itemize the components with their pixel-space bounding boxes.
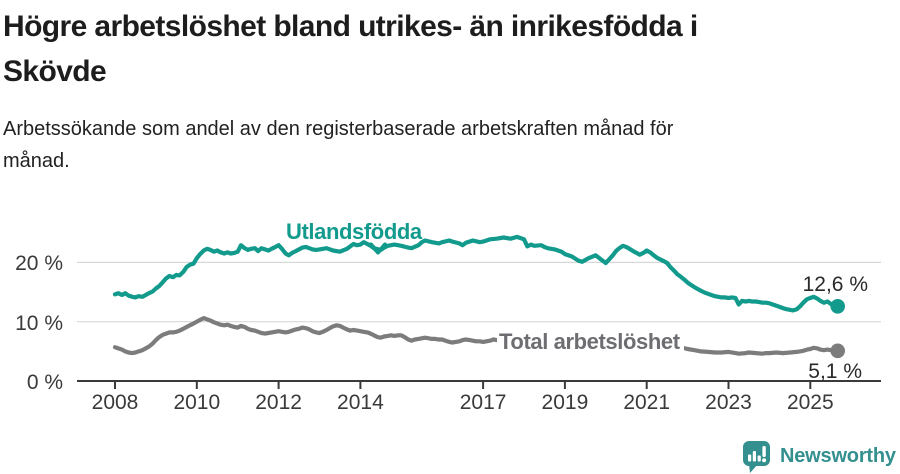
brand-name: Newsworthy	[780, 445, 896, 467]
series-line-utlandsfodda	[112, 234, 840, 313]
label-pointer-chevron-icon	[369, 242, 387, 255]
end-value-label-utlandsfodda: 12,6 %	[802, 273, 868, 296]
newsworthy-logo-icon	[743, 441, 770, 473]
title-line-2: Skövde	[3, 55, 107, 88]
subtitle-line-2: månad.	[3, 150, 70, 172]
y-tick-label-20: 20 %	[15, 252, 63, 275]
x-tick-label: 2012	[255, 391, 302, 414]
x-tick-label: 2021	[623, 391, 670, 414]
series-label-utlandsfodda: Utlandsfödda	[286, 219, 422, 244]
series-line-total	[112, 316, 840, 356]
page-title: Högre arbetslöshet bland utrikes- än inr…	[3, 4, 698, 94]
end-value-label-total: 5,1 %	[808, 360, 862, 383]
title-line-1: Högre arbetslöshet bland utrikes- än inr…	[3, 10, 698, 43]
subtitle-line-1: Arbetssökande som andel av den registerb…	[3, 118, 674, 140]
x-tick-label: 2017	[460, 391, 507, 414]
x-tick-label: 2025	[787, 391, 834, 414]
y-tick-label-0: 0 %	[26, 371, 63, 394]
x-tick-label: 2010	[173, 391, 220, 414]
series-endpoint-utlandsfodda	[830, 299, 845, 314]
x-tick-label: 2019	[542, 391, 589, 414]
series-endpoint-total	[830, 343, 845, 359]
series-label-total: Total arbetslöshet	[497, 329, 684, 357]
y-tick-label-10: 10 %	[15, 312, 63, 335]
newsworthy-brand: Newsworthy	[742, 440, 896, 474]
chart-subtitle: Arbetssökande som andel av den registerb…	[3, 113, 673, 177]
x-tick-label: 2023	[705, 391, 752, 414]
x-tick-label: 2014	[337, 391, 384, 414]
x-tick-label: 2008	[92, 391, 139, 414]
